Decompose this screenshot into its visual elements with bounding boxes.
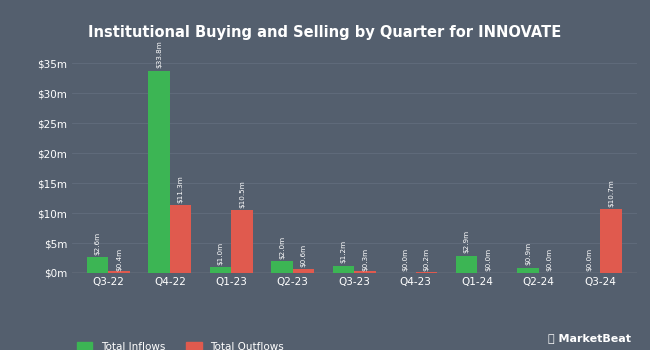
Bar: [333, 266, 354, 273]
Legend: Total Inflows, Total Outflows: Total Inflows, Total Outflows: [77, 342, 283, 350]
Text: $1.0m: $1.0m: [218, 241, 224, 265]
Bar: [148, 71, 170, 273]
Bar: [292, 270, 315, 273]
Text: $0.9m: $0.9m: [525, 242, 531, 265]
Text: $11.3m: $11.3m: [177, 175, 183, 203]
Text: $10.7m: $10.7m: [608, 179, 614, 206]
Text: Institutional Buying and Selling by Quarter for INNOVATE: Institutional Buying and Selling by Quar…: [88, 25, 562, 40]
Text: $0.3m: $0.3m: [362, 247, 368, 271]
Text: $2.6m: $2.6m: [95, 232, 101, 255]
Bar: [517, 268, 539, 273]
Bar: [600, 209, 621, 273]
Bar: [456, 256, 477, 273]
Text: $10.5m: $10.5m: [239, 180, 245, 208]
Text: $0.4m: $0.4m: [116, 247, 122, 271]
Bar: [170, 205, 191, 273]
Text: $1.2m: $1.2m: [341, 240, 346, 264]
Text: $33.8m: $33.8m: [156, 41, 162, 68]
Text: $0.0m: $0.0m: [547, 247, 552, 271]
Text: $2.0m: $2.0m: [279, 236, 285, 259]
Text: $0.6m: $0.6m: [300, 244, 307, 267]
Text: $2.9m: $2.9m: [463, 230, 469, 253]
Bar: [354, 271, 376, 273]
Bar: [416, 272, 437, 273]
Bar: [109, 271, 130, 273]
Text: $0.0m: $0.0m: [586, 247, 592, 271]
Bar: [210, 267, 231, 273]
Bar: [271, 261, 293, 273]
Bar: [87, 258, 109, 273]
Text: ⼿ MarketBeat: ⼿ MarketBeat: [547, 333, 630, 343]
Text: $0.0m: $0.0m: [402, 247, 408, 271]
Bar: [231, 210, 253, 273]
Text: $0.2m: $0.2m: [423, 247, 430, 271]
Text: $0.0m: $0.0m: [485, 247, 491, 271]
